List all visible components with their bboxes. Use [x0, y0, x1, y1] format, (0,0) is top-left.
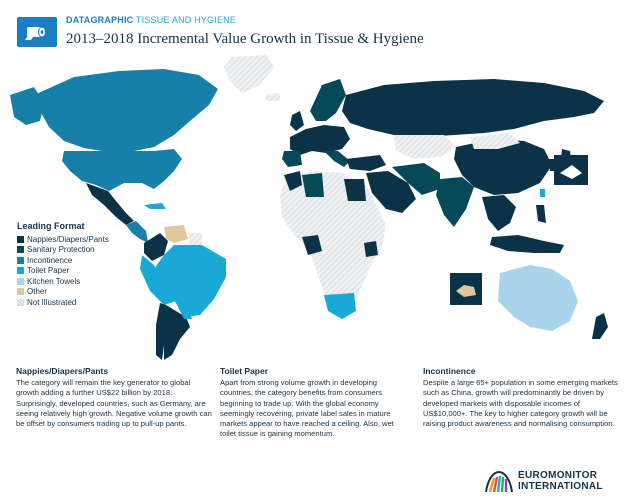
legend-swatch — [17, 246, 24, 254]
peru-bolivia — [140, 255, 176, 305]
world-map — [10, 55, 608, 360]
legend-item-not-illustrated: Not Illustrated — [17, 297, 147, 308]
kicker-topic: TISSUE AND HYGIENE — [135, 15, 237, 25]
note-heading: Nappies/Diapers/Pants — [16, 366, 109, 376]
legend-item-kitchen-towels: Kitchen Towels — [17, 276, 147, 287]
algeria — [302, 173, 324, 197]
venezuela — [164, 225, 188, 243]
legend-swatch — [17, 298, 24, 306]
map-legend: Leading Format Nappies/Diapers/Pants San… — [17, 221, 147, 308]
legend-item-other: Other — [17, 287, 147, 298]
legend-label: Not Illustrated — [27, 297, 77, 307]
singapore-inset — [450, 273, 482, 305]
legend-item-toilet-paper: Toilet Paper — [17, 266, 147, 277]
scandinavia — [310, 79, 346, 121]
note-body: The category will remain the key generat… — [16, 378, 212, 429]
india — [436, 177, 474, 227]
note-body: Apart from strong volume growth in devel… — [220, 378, 394, 439]
south-africa — [324, 293, 356, 319]
logo-line1: EUROMONITOR — [518, 470, 598, 481]
mongolia — [470, 133, 520, 149]
kicker: DATAGRAPHIC TISSUE AND HYGIENE — [66, 15, 236, 25]
central-america — [126, 221, 148, 243]
paraguay-uruguay — [176, 303, 192, 319]
southeast-asia — [482, 195, 516, 231]
mexico — [86, 183, 134, 225]
chile — [156, 303, 166, 360]
taiwan — [540, 189, 545, 197]
tissue-roll-icon — [17, 17, 57, 47]
euromonitor-logo: EUROMONITOR INTERNATIONAL — [484, 466, 624, 496]
turkey — [346, 155, 386, 171]
nigeria — [302, 235, 322, 255]
legend-swatch — [17, 256, 24, 264]
hong-kong-inset — [554, 155, 588, 185]
kazakhstan — [394, 135, 456, 159]
legend-label: Kitchen Towels — [27, 276, 81, 286]
legend-item-nappies: Nappies/Diapers/Pants — [17, 234, 147, 245]
notes-section: Nappies/Diapers/Pants The category will … — [16, 366, 621, 466]
legend-swatch — [17, 267, 24, 275]
note-toilet-paper: Toilet Paper Apart from strong volume gr… — [220, 366, 406, 440]
legend-label: Sanitary Protection — [27, 245, 95, 255]
iberia — [282, 151, 302, 167]
canada — [34, 69, 218, 152]
legend-item-sanitary-protection: Sanitary Protection — [17, 245, 147, 256]
legend-label: Other — [27, 287, 48, 297]
greenland — [224, 55, 274, 93]
argentina — [164, 305, 190, 360]
southern-europe — [324, 151, 350, 167]
egypt — [344, 179, 366, 201]
logo-line2: INTERNATIONAL — [518, 480, 603, 492]
brazil — [154, 245, 226, 317]
new-zealand — [592, 313, 608, 339]
legend-label: Incontinence — [27, 255, 73, 265]
legend-label: Toilet Paper — [27, 266, 70, 276]
legend-title: Leading Format — [17, 221, 85, 231]
logo-mark-icon — [485, 470, 513, 492]
philippines — [536, 205, 546, 223]
legend-swatch — [17, 277, 24, 285]
russia — [342, 79, 604, 137]
legend-swatch — [17, 235, 24, 243]
note-body: Despite a large 65+ population in some e… — [423, 378, 618, 429]
iran-pakistan — [392, 163, 440, 195]
note-nappies: Nappies/Diapers/Pants The category will … — [16, 366, 212, 429]
china — [454, 139, 552, 195]
cuba — [144, 203, 166, 209]
page-title: 2013–2018 Incremental Value Growth in Ti… — [66, 31, 424, 47]
note-heading: Toilet Paper — [220, 366, 269, 376]
kicker-brand: DATAGRAPHIC — [66, 15, 134, 25]
africa — [280, 171, 386, 317]
united-kingdom — [290, 111, 304, 131]
guianas — [188, 233, 202, 247]
legend-item-incontinence: Incontinence — [17, 255, 147, 266]
colombia — [144, 233, 168, 261]
alaska — [10, 87, 44, 125]
note-heading: Incontinence — [423, 366, 476, 376]
header: DATAGRAPHIC TISSUE AND HYGIENE 2013–2018… — [17, 13, 617, 53]
morocco — [284, 171, 302, 191]
legend-swatch — [17, 288, 24, 296]
australia — [498, 265, 578, 331]
kenya — [364, 241, 378, 257]
indonesia — [490, 235, 564, 253]
usa — [62, 149, 182, 191]
legend-label: Nappies/Diapers/Pants — [27, 234, 109, 244]
middle-east — [366, 171, 416, 213]
iceland — [266, 93, 280, 101]
logo-text: EUROMONITOR INTERNATIONAL — [518, 470, 603, 492]
note-incontinence: Incontinence Despite a large 65+ populat… — [423, 366, 623, 429]
western-europe — [290, 125, 350, 155]
